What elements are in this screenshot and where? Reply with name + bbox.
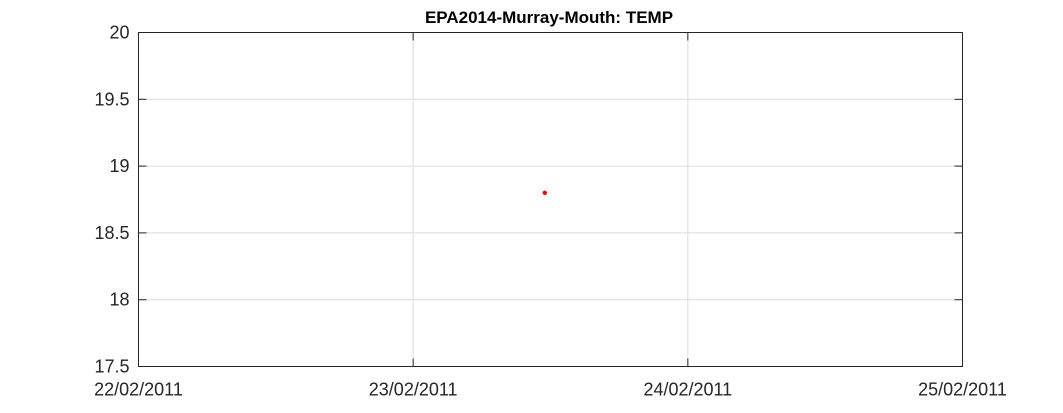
tick-label-layer: 22/02/2011 23/02/2011 24/02/2011 25/02/2011… [94,23,1007,400]
grid-layer [138,32,963,367]
y-tick-label: 19 [109,156,129,176]
y-tick-label: 19.5 [94,89,129,109]
y-tick-label: 20 [109,23,129,43]
y-tick-label: 18.5 [94,223,129,243]
series-layer [542,190,547,196]
x-tick-label: 25/02/2011 [918,380,1007,400]
plot-frame [138,32,963,367]
chart-title: EPA2014-Murray-Mouth: TEMP [425,8,673,27]
x-tick-label: 23/02/2011 [369,380,458,400]
tick-layer [138,32,963,367]
data-point [542,190,547,196]
y-tick-label: 17.5 [94,357,129,377]
x-tick-label: 22/02/2011 [94,380,183,400]
x-tick-label: 24/02/2011 [643,380,732,400]
y-tick-label: 18 [109,290,129,310]
